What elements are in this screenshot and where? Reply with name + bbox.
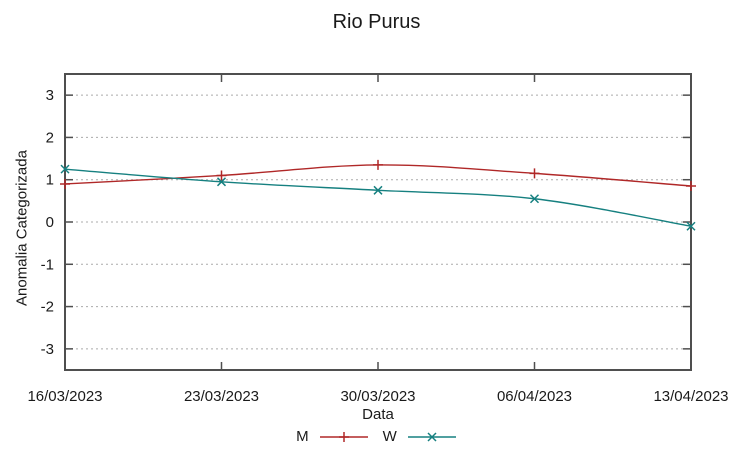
y-tick-label: 3	[46, 87, 54, 104]
x-tick-label: 30/03/2023	[340, 388, 415, 405]
data-point-marker	[60, 178, 70, 189]
legend-sample-marker	[427, 431, 437, 442]
data-point-marker	[686, 181, 696, 192]
legend-label: W	[382, 428, 397, 445]
y-tick-label: -2	[41, 299, 54, 316]
chart-title: Rio Purus	[332, 11, 421, 33]
legend-sample-marker	[338, 431, 349, 442]
legend-sample-M	[319, 431, 368, 442]
data-point-marker	[216, 170, 227, 181]
x-tick-label: 16/03/2023	[27, 388, 102, 405]
series-markers-W	[60, 164, 696, 231]
y-tick-label: 2	[46, 129, 54, 146]
legend-item-W: W	[383, 428, 457, 445]
data-point-marker	[529, 168, 540, 179]
legend-item-M: M	[296, 428, 369, 445]
x-tick-label: 13/04/2023	[653, 388, 728, 405]
data-point-marker	[216, 177, 227, 187]
x-axis-label: Data	[362, 406, 394, 423]
legend-sample-W	[407, 431, 456, 442]
series-markers-M	[60, 159, 696, 192]
legend-label: M	[296, 428, 309, 445]
data-point-marker	[373, 185, 383, 195]
data-point-marker	[686, 221, 696, 231]
y-tick-label: -3	[41, 341, 54, 358]
x-tick-label: 06/04/2023	[497, 388, 572, 405]
data-point-marker	[529, 194, 540, 204]
x-tick-label: 23/03/2023	[184, 388, 259, 405]
y-tick-label: -1	[41, 256, 54, 273]
data-point-marker	[60, 164, 70, 174]
data-point-marker	[373, 159, 383, 170]
y-tick-label: 1	[46, 172, 54, 189]
y-tick-label: 0	[46, 214, 54, 231]
